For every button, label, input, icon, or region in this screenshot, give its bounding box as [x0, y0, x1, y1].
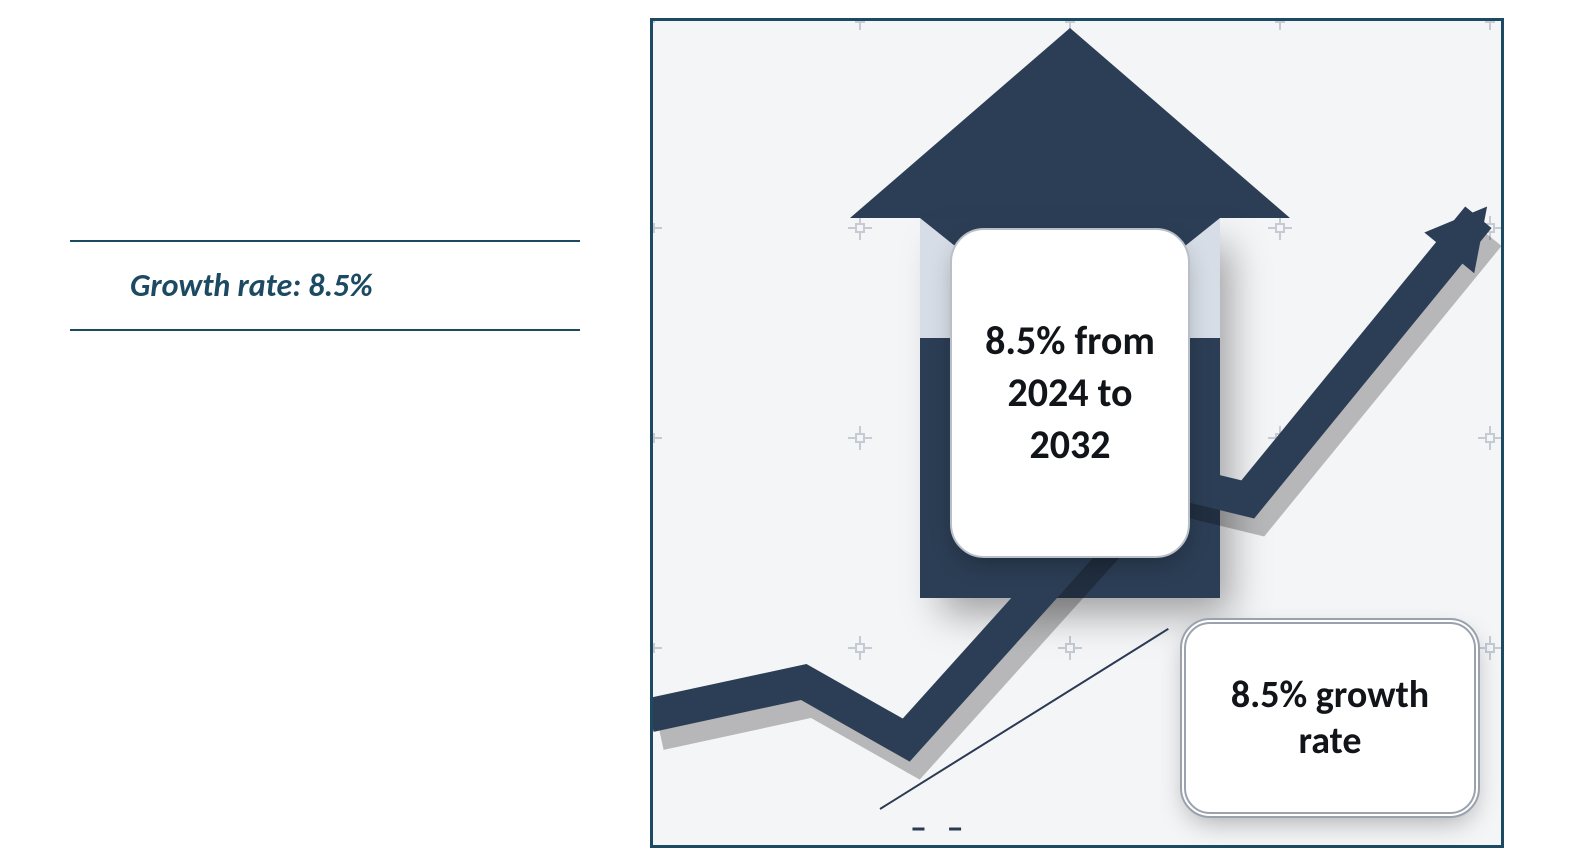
callout-line-bottom: [70, 329, 580, 331]
infographic-panel: – – 8.5% from 2024 to 2032 8.5% growth r…: [650, 18, 1504, 848]
card-rate-text: 8.5% growth rate: [1200, 672, 1460, 764]
card-period: 8.5% from 2024 to 2032: [950, 228, 1190, 558]
growth-rate-text: Growth rate: 8.5%: [70, 242, 580, 329]
card-period-text: 8.5% from 2024 to 2032: [966, 315, 1174, 471]
accent-dashes: – –: [910, 808, 970, 848]
card-rate: 8.5% growth rate: [1180, 618, 1480, 818]
growth-rate-callout: Growth rate: 8.5%: [70, 240, 580, 331]
stage: Growth rate: 8.5% – – 8.5% from 2024 to …: [0, 0, 1573, 866]
up-arrow-head: [850, 28, 1290, 218]
